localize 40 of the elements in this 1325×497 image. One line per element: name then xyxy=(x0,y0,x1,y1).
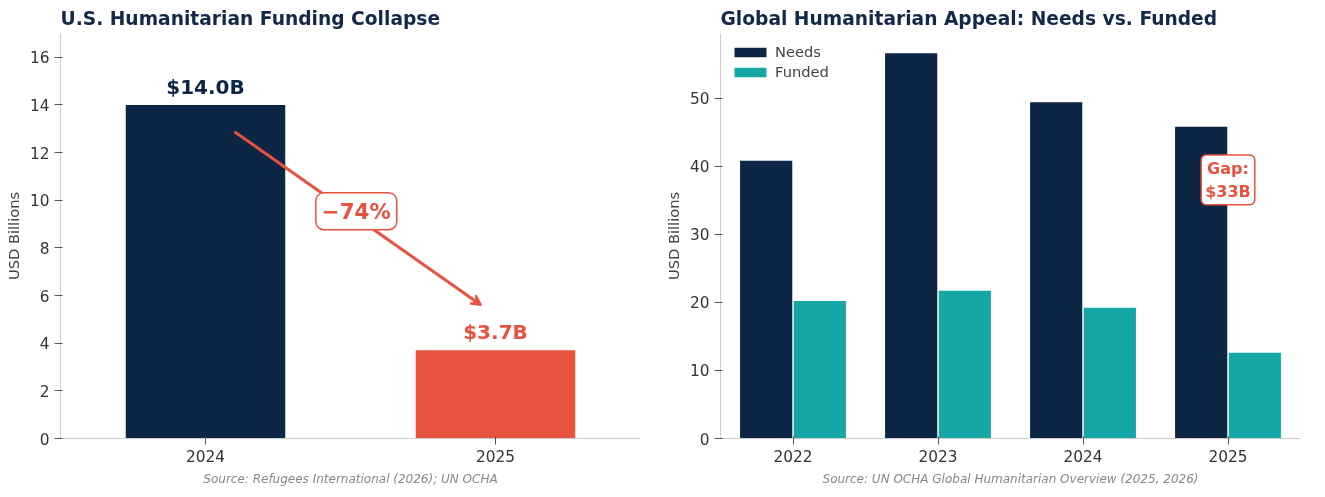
y-tick-label: 2 xyxy=(39,382,50,401)
y-tick-label: 40 xyxy=(690,158,710,177)
y-tick-label: 50 xyxy=(690,90,710,109)
annotation: −74% xyxy=(321,198,391,224)
x-tick-label: 2025 xyxy=(476,447,516,466)
y-tick-label: 6 xyxy=(39,287,50,306)
source-note: Source: Refugees International (2026); UN OCHA xyxy=(203,471,498,486)
y-tick-label: 8 xyxy=(39,239,50,258)
y-tick-label: 10 xyxy=(690,362,710,381)
chart-title: U.S. Humanitarian Funding Collapse xyxy=(60,7,441,29)
y-tick-label: 12 xyxy=(30,144,50,163)
bar xyxy=(793,301,846,439)
bar xyxy=(938,290,991,439)
x-tick-label: 2024 xyxy=(1063,447,1103,466)
y-tick-label: 30 xyxy=(690,226,710,245)
y-tick-label: 0 xyxy=(699,430,710,449)
y-axis-title: USD Billions xyxy=(5,191,22,281)
legend-label: Needs xyxy=(775,43,821,60)
chart-title: Global Humanitarian Appeal: Needs vs. Funded xyxy=(720,7,1218,29)
bar xyxy=(1083,307,1136,439)
annotation: Gap: $33B xyxy=(1205,158,1251,201)
y-tick-label: 16 xyxy=(30,49,50,68)
y-tick-label: 0 xyxy=(39,430,50,449)
bar xyxy=(740,160,793,439)
source-note: Source: UN OCHA Global Humanitarian Overview (2025, 2026) xyxy=(822,471,1199,486)
data-label: $14.0B xyxy=(166,74,245,99)
legend-label: Funded xyxy=(775,63,829,80)
x-tick-label: 2025 xyxy=(1208,447,1248,466)
x-tick-label: 2024 xyxy=(186,447,226,466)
y-tick-label: 14 xyxy=(30,96,50,115)
x-tick-label: 2023 xyxy=(918,447,958,466)
x-tick-label: 2022 xyxy=(773,447,813,466)
y-tick-label: 4 xyxy=(39,335,50,354)
bar xyxy=(885,53,938,439)
y-tick-label: 20 xyxy=(690,294,710,313)
bar xyxy=(1030,102,1083,439)
bar xyxy=(1228,352,1281,439)
y-axis-title: USD Billions xyxy=(665,191,682,281)
data-label: $3.7B xyxy=(463,320,528,345)
y-tick-label: 10 xyxy=(30,192,50,211)
